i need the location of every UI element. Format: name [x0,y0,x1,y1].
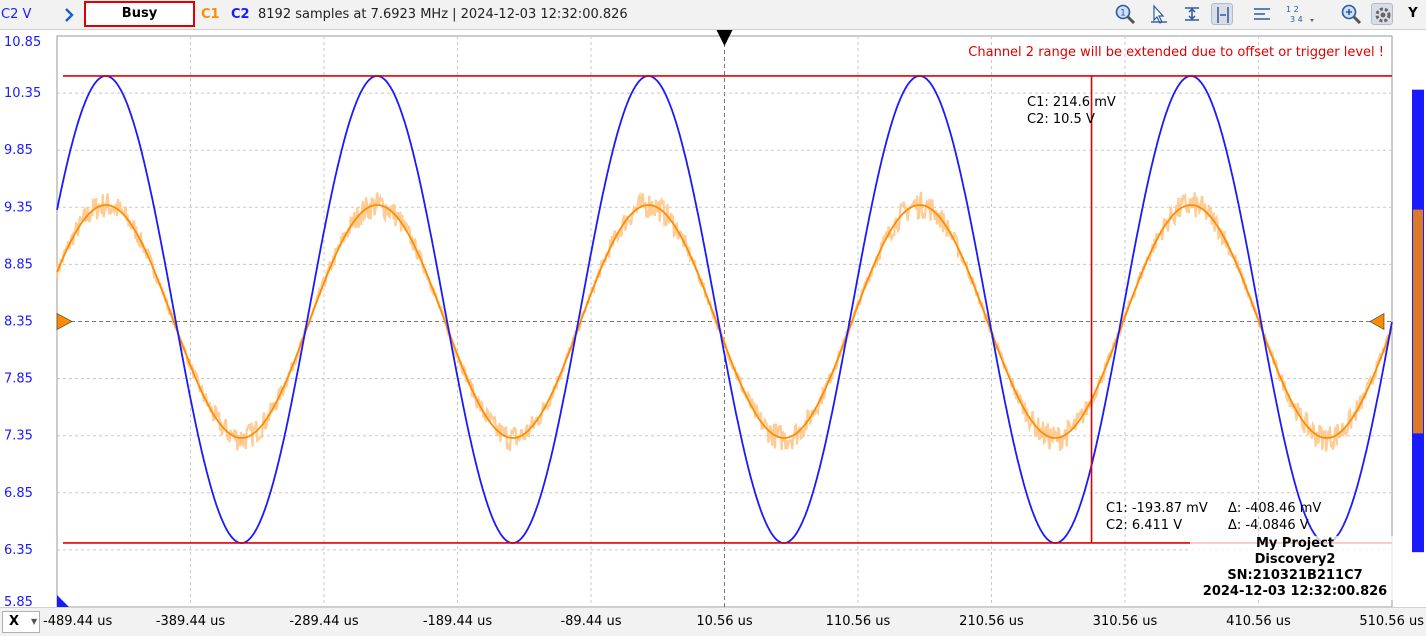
channel1-button[interactable]: C1 [201,7,220,22]
x-tick-label: 310.56 us [1092,614,1158,629]
zoom-in-icon[interactable] [1340,3,1362,25]
horizontal-cursor-icon[interactable] [1181,3,1203,25]
x-tick-label: -389.44 us [155,614,226,629]
c1-trace [56,204,1393,439]
cursor-bottom-c1-readout: C1: -193.87 mV [1106,501,1208,516]
x-tick-label: -489.44 us [43,614,113,629]
cursor-bottom-c2-readout: C2: 6.411 V [1106,518,1183,533]
y-tick-label: 10.85 [4,35,41,50]
x-axis-button[interactable]: X ▼ [2,611,40,633]
y-tick-label: 9.35 [4,200,33,215]
x-axis-button-label: X [9,614,20,629]
range-warning: Channel 2 range will be extended due to … [968,45,1384,60]
y-tick-label: 8.35 [4,315,33,330]
footer-device: Discovery2 [1254,552,1336,567]
cursor-pointer-icon[interactable] [1148,3,1170,25]
y-unit-label: C2 V [1,7,32,22]
c1-range-indicator [1413,209,1423,434]
svg-text:1: 1 [1120,9,1126,19]
chevron-down-icon: ▼ [31,617,38,626]
collapse-arrow-icon[interactable] [64,8,74,22]
y-tick-label: 7.85 [4,372,33,387]
trigger-level-left-icon [56,313,73,330]
x-tick-label: -89.44 us [560,614,622,629]
device-footer: My Project Discovery2 SN:210321B211C7 20… [1190,536,1400,600]
settings-icon[interactable] [1371,3,1393,25]
x-tick-label: 510.56 us [1359,614,1424,629]
channel2-button[interactable]: C2 [231,7,250,22]
cursor-top-c2-readout: C2: 10.5 V [1027,112,1095,127]
footer-project: My Project [1256,536,1334,551]
x-tick-label: 10.56 us [696,614,753,629]
y-tick-label: 8.85 [4,257,33,272]
svg-text:1 2: 1 2 [1286,5,1299,14]
c2-offset-marker-icon [57,595,69,607]
status-badge: Busy [84,1,195,27]
x-tick-label: -189.44 us [422,614,493,629]
marker-list-icon[interactable] [1251,3,1273,25]
footer-serial: SN:210321B211C7 [1227,568,1363,583]
trigger-position-icon [716,30,733,46]
vertical-cursor-icon[interactable] [1211,3,1233,25]
delta-c1-readout: Δ: -408.46 mV [1228,501,1322,516]
x-tick-label: 410.56 us [1226,614,1291,629]
y-tick-label: 5.85 [4,595,33,607]
trigger-level-right-icon [1369,312,1385,331]
footer-timestamp: 2024-12-03 12:32:00.826 [1202,584,1388,599]
c2-trace [56,75,1393,544]
x-tick-label: 210.56 us [959,614,1024,629]
acquisition-info: 8192 samples at 7.6923 MHz | 2024-12-03 … [258,7,628,22]
svg-text:3 4: 3 4 [1290,15,1303,24]
x-tick-label: -289.44 us [289,614,359,629]
zoom-fit-icon[interactable]: 1 [1114,3,1136,25]
toolbar: C2 V Busy C1 C2 8192 samples at 7.6923 M… [0,0,1426,30]
y-tick-label: 6.35 [4,543,33,558]
y-tick-label: 6.85 [4,486,33,501]
y-tick-label: 7.35 [4,429,33,444]
y-axis-button[interactable]: Y [1408,6,1418,21]
x-axis-bar: X ▼ -489.44 us -389.44 us -289.44 us -189.44… [0,607,1426,636]
x-tick-label: 110.56 us [825,614,891,629]
cursor-top-c1-readout: C1: 214.6 mV [1027,95,1116,110]
y-tick-label: 9.85 [4,143,33,158]
plot-area[interactable]: 10.85 10.35 9.85 9.35 8.85 8.35 7.85 7.35 6.85 6.… [0,30,1426,607]
y-tick-label: 10.35 [4,86,41,101]
delta-c2-readout: Δ: -4.0846 V [1228,518,1309,533]
